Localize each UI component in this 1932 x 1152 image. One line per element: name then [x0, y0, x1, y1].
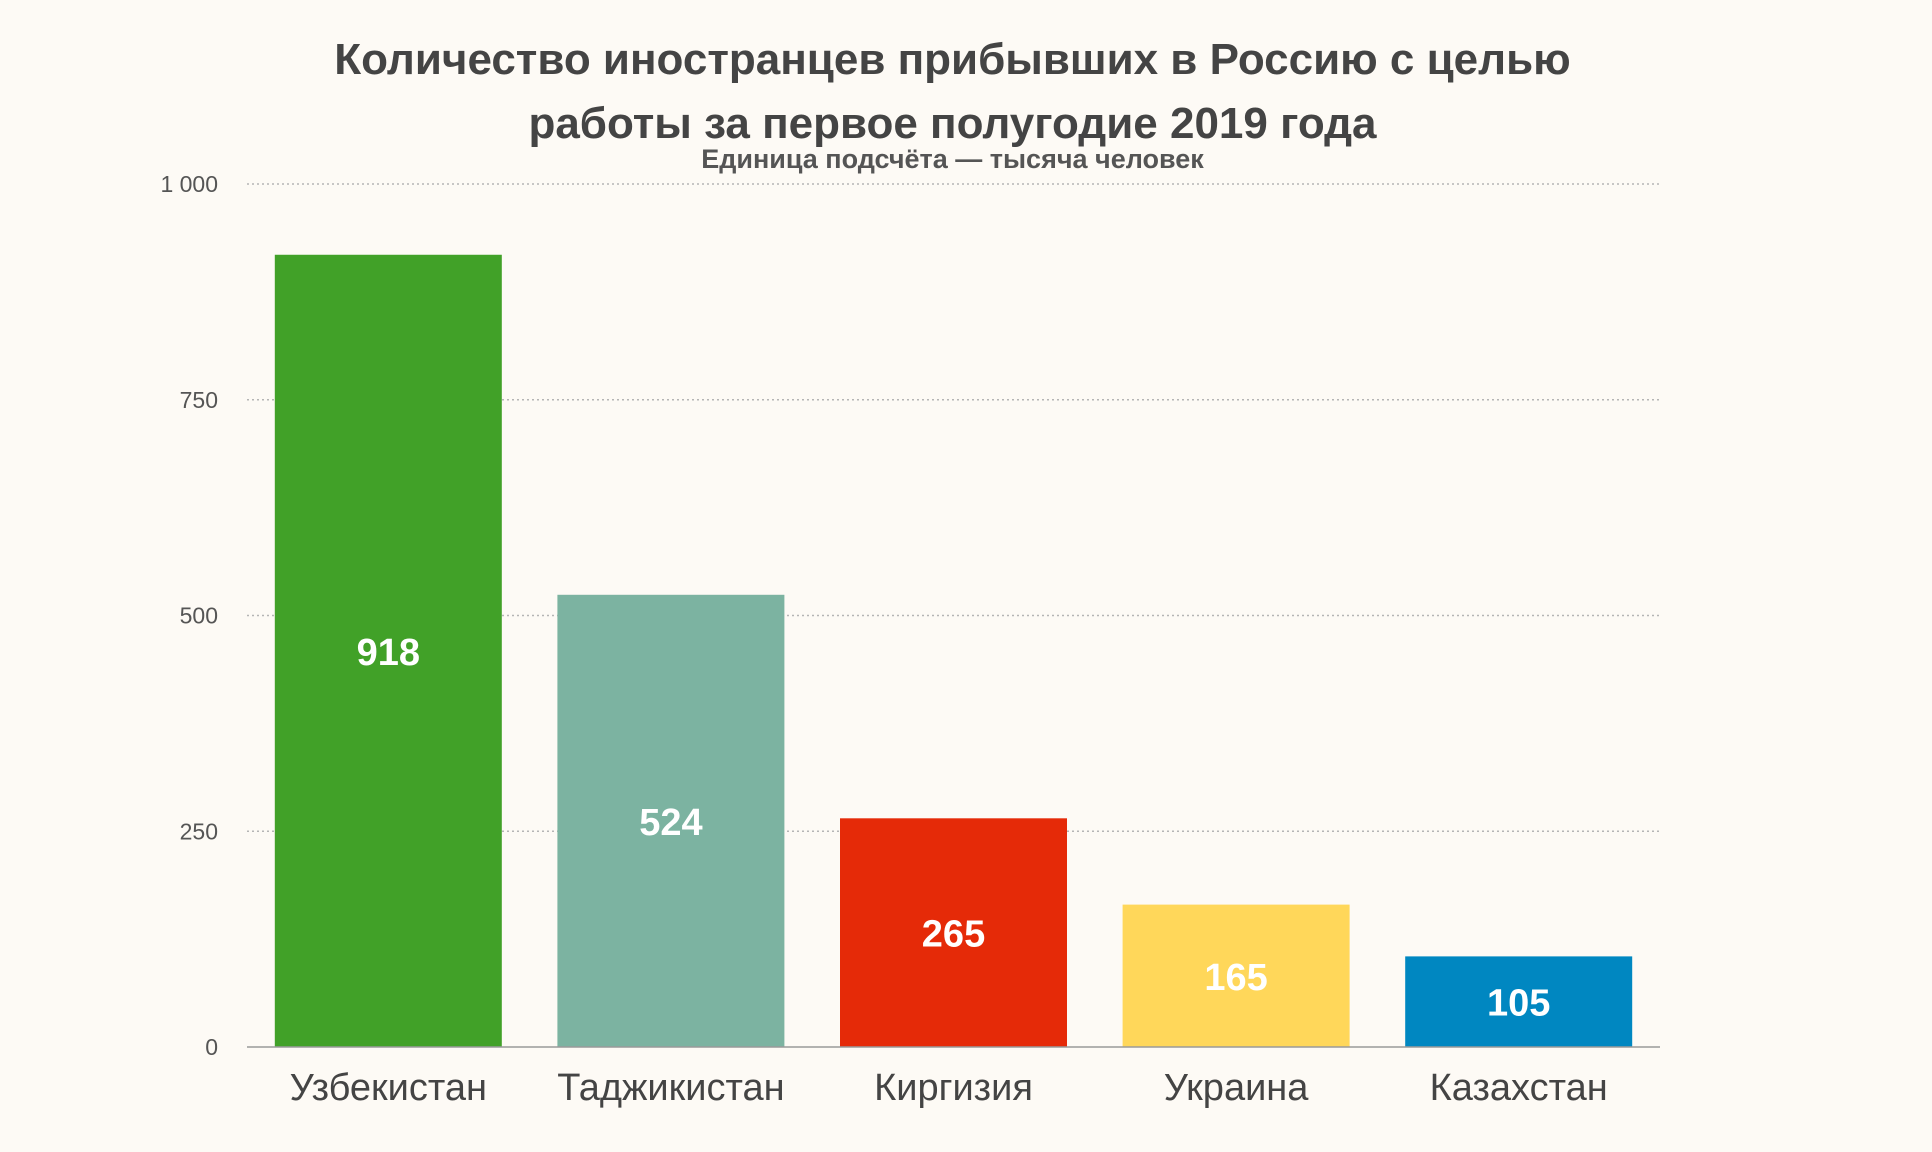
chart-title: Количество иностранцев прибывших в Росси…	[0, 28, 1905, 156]
value-label: 918	[357, 632, 420, 674]
y-tick-label: 0	[205, 1034, 218, 1060]
bars	[274, 254, 1633, 1048]
bar-5	[1405, 956, 1633, 1047]
value-label: 265	[922, 914, 985, 956]
value-label: 105	[1487, 983, 1550, 1025]
bar-3	[840, 818, 1067, 1047]
category-label: Киргизия	[874, 1067, 1033, 1109]
y-tick-label: 1 000	[160, 171, 218, 197]
value-labels: 918 524 265 165 105	[357, 632, 1551, 1025]
y-tick-label: 500	[180, 603, 218, 629]
category-label: Таджикистан	[557, 1067, 784, 1109]
category-label: Украина	[1164, 1067, 1310, 1109]
value-label: 524	[639, 802, 702, 844]
chart-title-line-1: Количество иностранцев прибывших в Росси…	[334, 35, 1571, 84]
y-tick-label: 750	[180, 387, 218, 413]
bar-2	[557, 594, 785, 1047]
category-labels: Узбекистан Таджикистан Киргизия Украина Каза…	[290, 1067, 1608, 1109]
y-tick-label: 250	[180, 818, 218, 844]
chart-title-line-2: работы за первое полугодие 2019 года	[528, 99, 1377, 148]
y-axis-ticks: 0 250 500 750 1 000	[160, 171, 218, 1060]
value-label: 165	[1204, 957, 1267, 999]
category-label: Казахстан	[1430, 1067, 1608, 1109]
category-label: Узбекистан	[290, 1067, 487, 1109]
bar-1	[274, 254, 502, 1048]
chart-subtitle: Единица подсчёта — тысяча человек	[701, 144, 1204, 174]
bar-4	[1122, 904, 1350, 1047]
